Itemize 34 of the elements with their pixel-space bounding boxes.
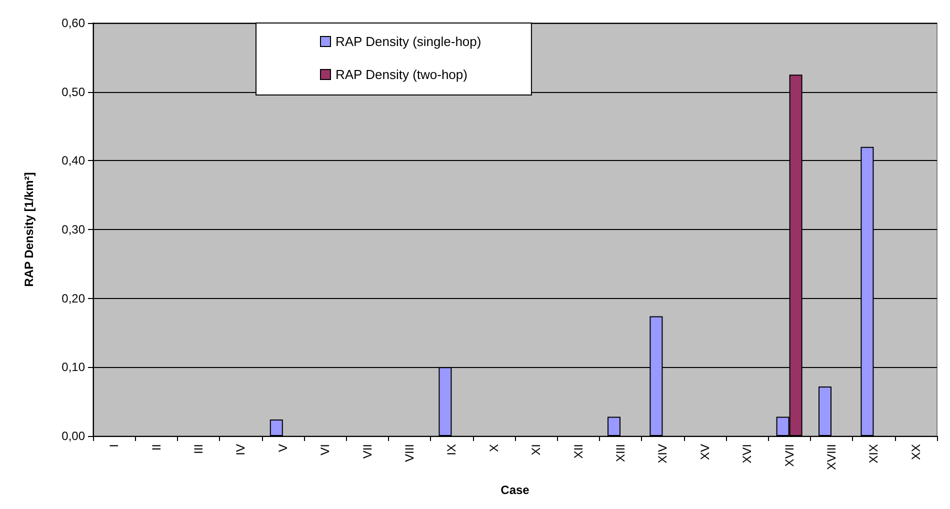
y-tick-label: 0,10	[62, 360, 86, 374]
y-tick-label: 0,60	[62, 16, 86, 30]
x-tick-label: XVII	[782, 444, 796, 467]
x-tick-label: XVI	[740, 444, 754, 464]
x-tick-label: XIV	[656, 444, 670, 464]
x-tick-label: XV	[698, 444, 712, 460]
y-axis-title: RAP Density [1/km²]	[22, 172, 36, 287]
x-tick-label: IX	[444, 444, 459, 456]
bar	[608, 416, 620, 436]
y-tick-label: 0,20	[62, 291, 86, 306]
y-tick-label: 0,30	[62, 222, 86, 236]
y-tick-label: 0,40	[62, 154, 86, 168]
y-tick-label: 0,00	[62, 429, 86, 443]
x-tick-label: II	[149, 444, 164, 451]
x-tick-label: XIII	[614, 444, 628, 462]
x-tick-label: XIX	[866, 444, 881, 464]
x-tick-label: IV	[234, 444, 248, 456]
legend-label: RAP Density (single-hop)	[336, 34, 482, 49]
x-tick-label: XVIII	[824, 444, 838, 470]
x-tick-label: XI	[529, 444, 544, 456]
x-tick-label: V	[276, 444, 290, 452]
x-tick-label: I	[107, 444, 122, 448]
x-tick-label: X	[486, 444, 501, 452]
x-tick-label: XII	[571, 444, 586, 459]
bar	[270, 419, 283, 436]
x-tick-label: VII	[360, 444, 374, 459]
x-tick-label: VIII	[402, 444, 416, 462]
bar	[818, 386, 832, 436]
y-tick-label: 0,50	[62, 84, 86, 99]
x-axis-title: Case	[500, 483, 530, 497]
x-tick-label: XX	[908, 444, 923, 460]
legend-label: RAP Density (two-hop)	[336, 67, 468, 82]
x-tick-label: VI	[318, 444, 332, 456]
x-tick-label: III	[192, 444, 206, 454]
